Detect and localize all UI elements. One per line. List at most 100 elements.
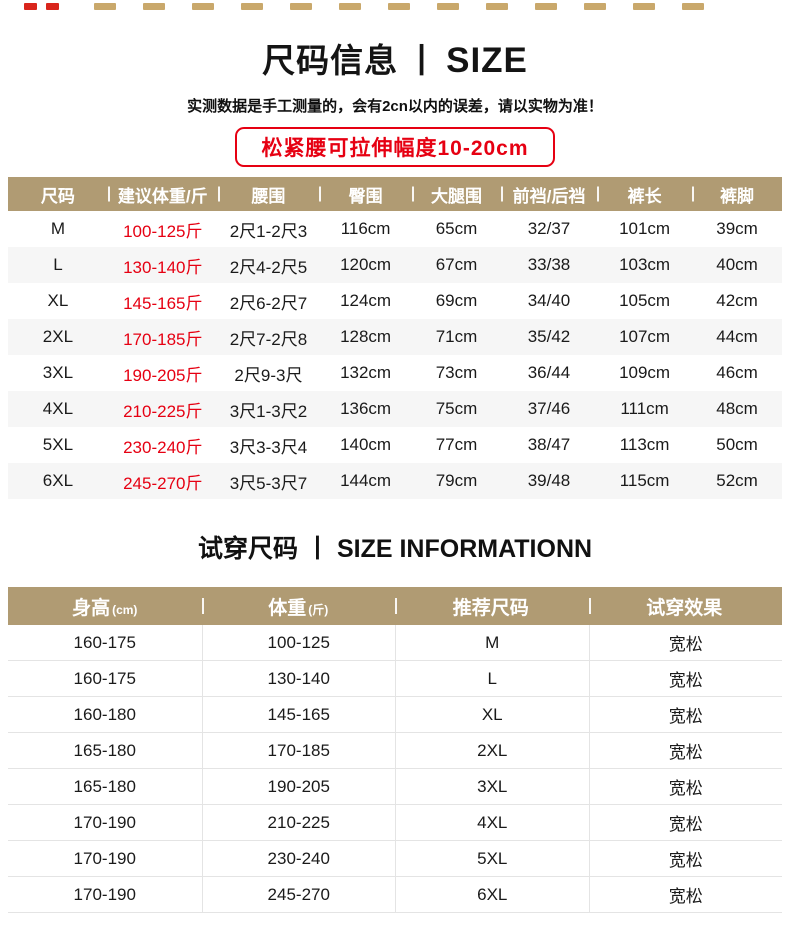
cell-rise: 34/40 [527,291,571,310]
cell-weight: 190-205斤 [123,365,203,385]
cropped-glyph [94,3,116,10]
table-row: 5XL 230-240斤 3尺3-3尺4 140cm 77cm 38/47 11… [8,427,782,463]
fit-title-divider: 丨 [304,535,330,563]
cell-hem: 50cm [716,435,758,454]
col-header-label: 体重 [268,597,307,619]
table-row: 160-175 130-140 L 宽松 [8,661,782,697]
cell-waist: 3尺3-3尺4 [229,437,308,457]
cell-fit: 宽松 [588,877,783,912]
cell-size: 2XL [395,733,589,768]
cell-length: 115cm [619,471,670,490]
cell-rise: 32/37 [527,219,571,238]
size-info-header: 尺码信息丨 SIZE 实测数据是手工测量的，会有2cn以内的误差，请以实物为准！ … [0,34,790,167]
cropped-glyph [143,3,165,10]
col-header-weight: 体重 (斤) [202,593,396,620]
cell-waist: 2尺6-2尺7 [229,293,308,313]
cell-fit: 宽松 [588,625,783,660]
cell-length: 113cm [619,435,670,454]
cell-size: XL [395,697,589,732]
cell-waist: 2尺7-2尺8 [229,329,308,349]
table-row: 3XL 190-205斤 2尺9-3尺 132cm 73cm 36/44 109… [8,355,782,391]
cropped-glyph [388,3,410,10]
col-header-label: 身高 [72,597,111,619]
cell-height: 160-175 [73,668,136,688]
cell-size: 4XL [395,805,589,840]
fit-title-cn: 试穿尺码 [197,535,298,563]
cropped-glyph [46,3,59,10]
table-row: M 100-125斤 2尺1-2尺3 116cm 65cm 32/37 101c… [8,211,782,247]
fit-table-body: 160-175 100-125 M 宽松 160-175 130-140 L 宽… [8,625,782,913]
cell-weight: 100-125斤 [123,221,203,241]
cropped-glyph [241,3,263,10]
cell-fit: 宽松 [588,661,783,696]
cropped-text-strip [24,0,790,10]
size-table-body: M 100-125斤 2尺1-2尺3 116cm 65cm 32/37 101c… [8,211,782,499]
cell-thigh: 71cm [435,327,478,346]
cell-length: 105cm [619,291,671,310]
cell-thigh: 65cm [435,219,478,238]
cell-size: 5XL [42,435,74,454]
cropped-glyph [24,3,37,10]
page-title: 尺码信息丨 SIZE [0,34,790,82]
cell-weight: 145-165 [201,697,396,732]
cell-hem: 52cm [716,471,758,490]
cell-size: 5XL [395,841,589,876]
table-row: 165-180 190-205 3XL 宽松 [8,769,782,805]
cell-rise: 35/42 [527,327,571,346]
cell-thigh: 67cm [435,255,478,274]
table-row: 170-190 245-270 6XL 宽松 [8,877,782,913]
cropped-glyph [584,3,606,10]
cropped-glyph [290,3,312,10]
cell-size: 6XL [395,877,589,912]
col-header-fit-effect: 试穿效果 [589,593,783,620]
cell-size: 3XL [395,769,589,804]
cropped-glyph [535,3,557,10]
cell-weight: 145-165斤 [123,293,203,313]
cell-hem: 42cm [716,291,758,310]
col-header-thigh: 大腿围 [412,182,501,207]
col-header-size: 尺码 [40,186,75,206]
table-row: 2XL 170-185斤 2尺7-2尺8 128cm 71cm 35/42 10… [8,319,782,355]
cell-weight: 130-140 [201,661,396,696]
cell-weight: 245-270斤 [123,473,203,493]
col-header-weight: 建议体重/斤 [108,182,218,207]
cell-waist: 2尺1-2尺3 [229,221,308,241]
cell-height: 160-175 [73,632,136,652]
col-header-unit: (斤) [308,602,329,617]
cell-rise: 37/46 [527,399,571,418]
cell-hem: 39cm [716,219,758,238]
table-row: XL 145-165斤 2尺6-2尺7 124cm 69cm 34/40 105… [8,283,782,319]
fit-title-en: SIZE INFORMATIONN [336,535,593,563]
cell-waist: 3尺1-3尺2 [229,401,308,421]
cell-fit: 宽松 [588,733,783,768]
cell-hip: 136cm [340,399,392,418]
cropped-glyph [339,3,361,10]
cell-thigh: 75cm [435,399,478,418]
cell-hem: 46cm [716,363,758,382]
cell-length: 107cm [619,327,671,346]
cell-size: M [50,219,65,238]
cell-weight: 230-240斤 [123,437,203,457]
cell-size: M [395,625,589,660]
cell-hip: 132cm [340,363,392,382]
cropped-glyph [633,3,655,10]
stretch-badge: 松紧腰可拉伸幅度10-20cm [235,127,555,167]
cell-weight: 230-240 [201,841,396,876]
cell-size: 4XL [42,399,74,418]
cell-height: 160-180 [73,704,136,724]
page-title-cn: 尺码信息 [262,42,399,79]
cell-thigh: 79cm [435,471,478,490]
cell-size: XL [47,291,69,310]
cell-weight: 100-125 [201,625,396,660]
table-row: 6XL 245-270斤 3尺5-3尺7 144cm 79cm 39/48 11… [8,463,782,499]
cell-hip: 144cm [340,471,392,490]
size-table: 尺码 建议体重/斤 腰围 臀围 大腿围 前裆/后裆 裤长 裤脚 M 100-12… [8,177,782,499]
cell-fit: 宽松 [588,841,783,876]
table-row: 170-190 230-240 5XL 宽松 [8,841,782,877]
col-header-label: 试穿效果 [646,597,723,619]
cell-thigh: 69cm [435,291,478,310]
cell-rise: 36/44 [527,363,571,382]
cell-height: 170-190 [73,848,136,868]
col-header-unit: (cm) [112,602,138,617]
page-title-en: SIZE [446,41,528,80]
